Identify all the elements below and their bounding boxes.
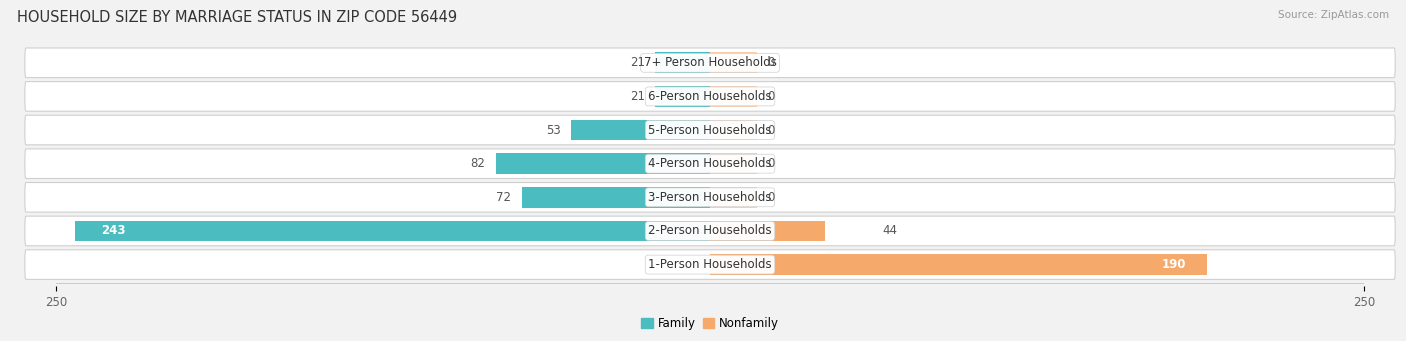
Text: 4-Person Households: 4-Person Households	[648, 157, 772, 170]
Bar	[75, 221, 710, 241]
Bar	[710, 120, 756, 140]
Bar	[710, 86, 756, 107]
Bar	[655, 53, 710, 73]
Text: 44: 44	[883, 224, 897, 237]
FancyBboxPatch shape	[25, 182, 1395, 212]
Text: 6-Person Households: 6-Person Households	[648, 90, 772, 103]
Text: Source: ZipAtlas.com: Source: ZipAtlas.com	[1278, 10, 1389, 20]
Text: 190: 190	[1161, 258, 1187, 271]
FancyBboxPatch shape	[25, 115, 1395, 145]
Text: HOUSEHOLD SIZE BY MARRIAGE STATUS IN ZIP CODE 56449: HOUSEHOLD SIZE BY MARRIAGE STATUS IN ZIP…	[17, 10, 457, 25]
Text: 0: 0	[768, 191, 775, 204]
FancyBboxPatch shape	[25, 250, 1395, 279]
Text: 0: 0	[768, 56, 775, 69]
Text: 21: 21	[630, 56, 644, 69]
Bar	[495, 153, 710, 174]
Text: 3-Person Households: 3-Person Households	[648, 191, 772, 204]
Bar	[710, 221, 825, 241]
Text: 21: 21	[630, 90, 644, 103]
Text: 243: 243	[101, 224, 125, 237]
Bar	[655, 86, 710, 107]
FancyBboxPatch shape	[25, 216, 1395, 246]
Legend: Family, Nonfamily: Family, Nonfamily	[637, 312, 783, 335]
FancyBboxPatch shape	[25, 149, 1395, 178]
Text: 0: 0	[768, 90, 775, 103]
Text: 0: 0	[768, 157, 775, 170]
Text: 53: 53	[546, 123, 561, 136]
Text: 5-Person Households: 5-Person Households	[648, 123, 772, 136]
Text: 1-Person Households: 1-Person Households	[648, 258, 772, 271]
Bar	[571, 120, 710, 140]
Text: 72: 72	[496, 191, 512, 204]
FancyBboxPatch shape	[25, 48, 1395, 78]
Text: 2-Person Households: 2-Person Households	[648, 224, 772, 237]
Bar	[710, 153, 756, 174]
Bar	[710, 187, 756, 208]
FancyBboxPatch shape	[25, 81, 1395, 111]
Text: 0: 0	[768, 123, 775, 136]
Text: 82: 82	[470, 157, 485, 170]
Bar	[710, 254, 1206, 275]
Text: 7+ Person Households: 7+ Person Households	[644, 56, 776, 69]
Bar	[710, 53, 756, 73]
Bar	[522, 187, 710, 208]
